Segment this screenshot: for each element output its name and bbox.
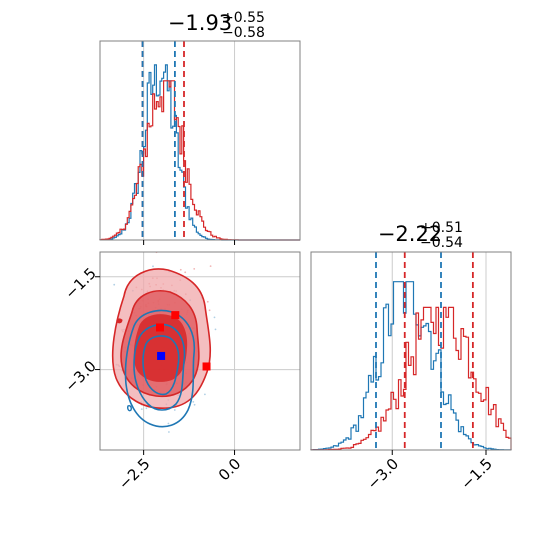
joint-sample-point — [179, 268, 182, 271]
marginal-1-histogram-red — [99, 80, 300, 241]
joint-sample-point — [113, 283, 116, 286]
joint-sample-point — [145, 407, 148, 410]
marginal-2-x-tick-label: −1.5 — [457, 455, 495, 493]
marginal-1-title: −1.93 — [168, 11, 232, 35]
marginal-1-title-minus: −0.58 — [222, 25, 265, 41]
joint-sample-point — [193, 268, 196, 270]
joint-sample-point — [90, 336, 92, 338]
marginal-2-histogram-blue — [310, 281, 512, 451]
marginal-2-grid — [391, 252, 487, 450]
joint-y-tick-label: −3.0 — [61, 357, 99, 395]
joint-sample-point — [192, 401, 195, 403]
joint-sample-point — [152, 265, 154, 268]
joint-sample-point — [171, 249, 173, 251]
joint-sample-point — [206, 300, 209, 303]
joint-sample-point — [184, 271, 187, 274]
joint-sample-point — [167, 422, 170, 425]
marginal-2-quantile-lines — [375, 252, 474, 450]
joint-red-contour-outer-line — [111, 268, 212, 409]
marginal-2-panel: −2.22 +0.51 −0.54 — [310, 220, 512, 451]
joint-blue-contour-inner — [142, 335, 180, 396]
marginal-2-frame — [310, 251, 512, 451]
joint-frame — [99, 251, 301, 451]
joint-sample-point — [213, 316, 216, 319]
joint-marker-blue — [157, 351, 166, 360]
joint-sample-point — [140, 408, 143, 410]
joint-marker-red — [156, 323, 164, 332]
joint-marker-red — [171, 311, 180, 320]
joint-sample-point — [173, 409, 176, 411]
joint-y-tick-label: −1.5 — [61, 264, 99, 302]
joint-sample-point — [208, 309, 211, 312]
joint-sample-point — [214, 328, 217, 331]
joint-blue-contour-tail — [127, 405, 132, 412]
marginal-2-title: −2.22 — [378, 222, 442, 246]
marginal-2-histogram-red — [310, 306, 512, 451]
marginal-1-title-plus: +0.55 — [222, 10, 265, 26]
joint-x-tick-label: 0.0 — [215, 455, 245, 485]
joint-sample-point — [209, 265, 212, 267]
joint-marker-red — [202, 362, 211, 371]
joint-sample-point — [193, 403, 196, 406]
joint-panel — [90, 238, 301, 451]
marginal-2-x-tick-label: −3.0 — [364, 455, 402, 493]
marginal-2-title-value: −2.22 — [378, 222, 442, 246]
joint-red-contour-inner-fill — [133, 314, 188, 382]
joint-red-contour-blob — [116, 318, 123, 324]
joint-blue-contour-mid — [133, 323, 186, 411]
marginal-1-quantile-lines — [141, 41, 185, 240]
marginal-1-panel: −1.93 +0.55 −0.58 — [99, 10, 301, 241]
joint-markers — [156, 311, 211, 371]
joint-sample-point — [138, 238, 140, 240]
marginal-2-title-minus: −0.54 — [420, 235, 463, 251]
joint-sample-point — [168, 431, 170, 433]
marginal-1-grid — [143, 41, 236, 240]
joint-sample-point — [204, 393, 206, 396]
joint-x-tick-label: −2.5 — [115, 455, 153, 493]
marginal-2-title-plus: +0.51 — [420, 220, 463, 236]
marginal-1-title-value: −1.93 — [168, 11, 232, 35]
marginal-1-frame — [99, 40, 301, 241]
